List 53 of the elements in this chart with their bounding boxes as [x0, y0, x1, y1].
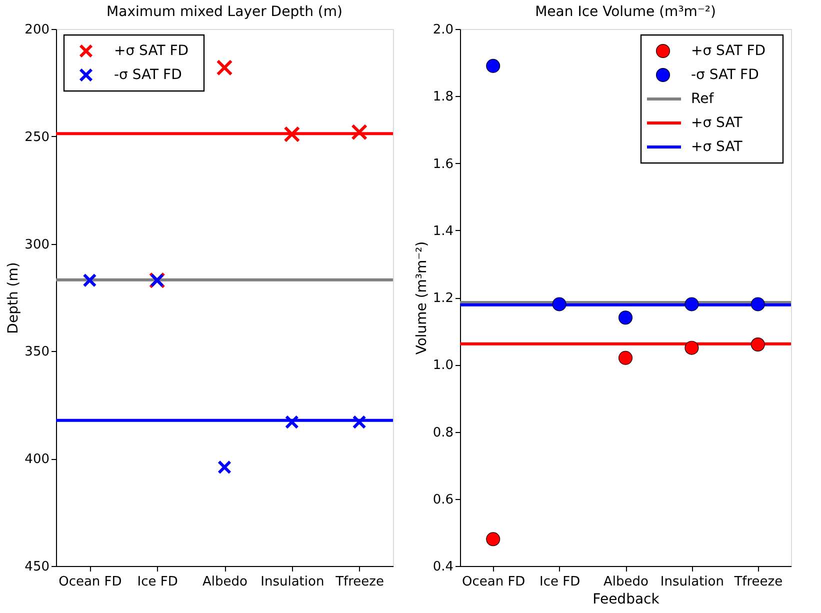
x-tick-label: Insulation: [260, 574, 324, 590]
x-tick-label: Albedo: [604, 574, 649, 590]
y-axis-title: Volume (m³m⁻²): [414, 241, 430, 355]
y-tick-label: 1.8: [432, 90, 454, 105]
y-tick-label: 0.6: [432, 492, 454, 508]
point: [218, 460, 232, 474]
y-tick-label: 2.0: [432, 22, 454, 38]
x-axis-title: Feedback: [592, 592, 660, 608]
legend-label: +σ SAT FD: [691, 43, 766, 59]
y-tick-label: 0.4: [432, 560, 454, 574]
chart-title: Maximum mixed Layer Depth (m): [106, 4, 342, 20]
legend-label: +σ SAT: [691, 115, 743, 131]
y-tick-label: 450: [24, 560, 50, 574]
legend-label: -σ SAT FD: [691, 67, 759, 83]
point: [82, 273, 97, 288]
point: [284, 415, 299, 430]
y-tick-label: 400: [24, 452, 50, 468]
point: [552, 297, 566, 312]
y-tick-label: 1.0: [432, 358, 454, 374]
point: [618, 350, 633, 365]
x-tick-label: Ice FD: [137, 574, 178, 590]
x-tick-label: Ocean FD: [462, 574, 526, 590]
point: [351, 124, 368, 140]
x-tick-label: Albedo: [202, 574, 248, 590]
x-tick-label: Insulation: [660, 574, 724, 590]
point: [216, 59, 233, 76]
x-tick-label: Ocean FD: [58, 574, 122, 590]
y-tick-label: 250: [24, 130, 50, 145]
x-tick-label: Tfreeze: [334, 574, 384, 590]
point: [684, 297, 699, 312]
legend-label: -σ SAT FD: [114, 67, 182, 83]
point: [284, 126, 300, 142]
point: [684, 340, 699, 355]
point: [618, 310, 633, 325]
y-tick-label: 1.6: [432, 156, 454, 172]
point: [750, 297, 765, 312]
legend-label: +σ SAT FD: [114, 43, 189, 59]
y-tick-label: 350: [24, 344, 50, 360]
y-tick-label: 1.2: [432, 291, 454, 306]
point: [352, 415, 366, 430]
x-tick-label: Ice FD: [539, 574, 580, 590]
legend-label: +σ SAT: [691, 139, 743, 155]
y-tick-label: 300: [24, 237, 50, 252]
legend-label: Ref: [691, 91, 715, 107]
point: [486, 532, 500, 546]
y-tick-label: 0.8: [432, 425, 454, 440]
y-tick-label: 200: [24, 22, 50, 38]
point: [750, 337, 765, 352]
x-tick-label: Tfreeze: [733, 574, 783, 590]
y-tick-label: 1.4: [432, 224, 454, 239]
chart-title: Mean Ice Volume (m³m⁻²): [535, 4, 716, 20]
y-axis-title: Depth (m): [6, 262, 22, 334]
point: [486, 58, 500, 73]
